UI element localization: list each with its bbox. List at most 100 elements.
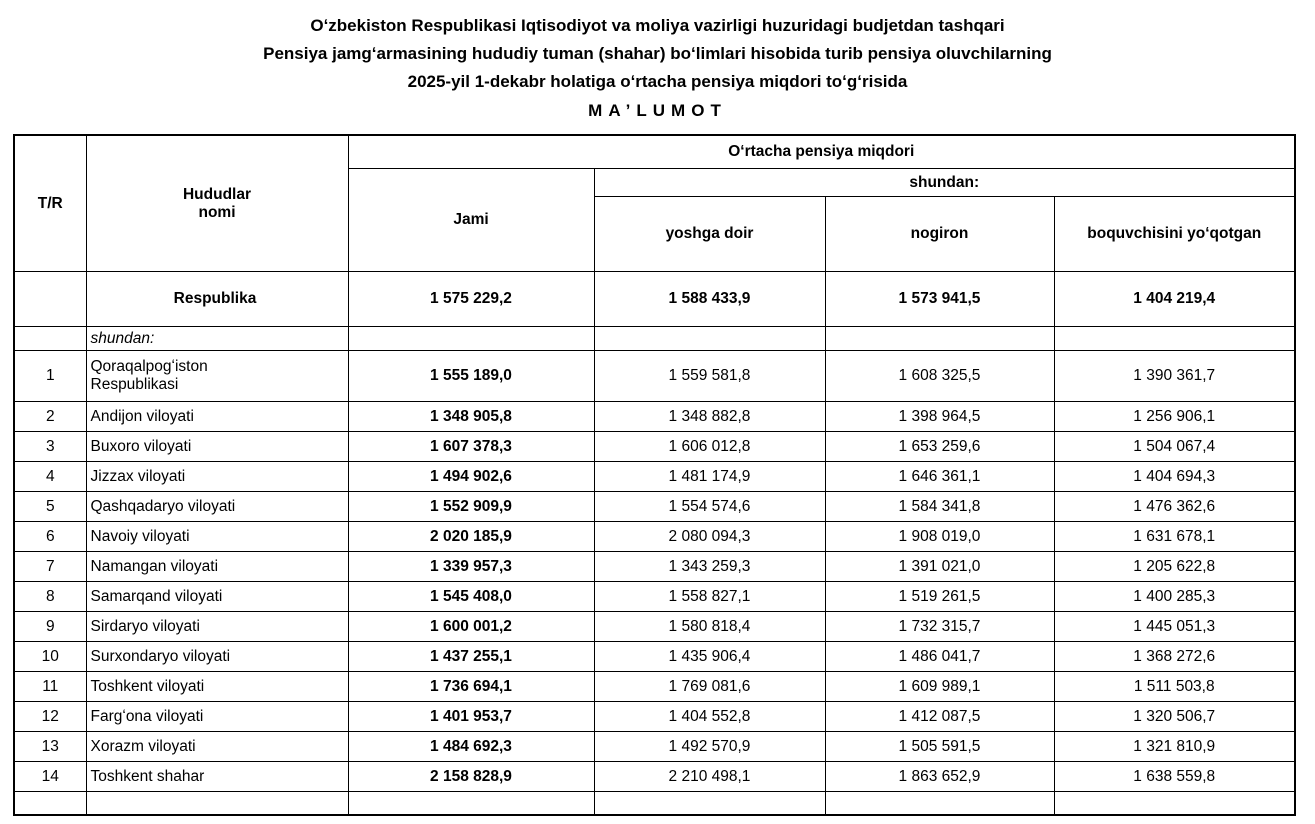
value-jami: 1 348 905,8 [347,401,595,432]
value-yoshga-doir: 1 481 174,9 [593,461,826,492]
row-number: 8 [13,581,87,612]
header-nogiron: nogiron [824,196,1055,272]
table-row-total: Respublika 1 575 229,2 1 588 433,9 1 573… [13,271,1296,327]
table-row: 13 Xorazm viloyati 1 484 692,3 1 492 570,9 1… [13,731,1296,762]
header-boquvchisini: boquvchisini yoʻqotgan [1053,196,1296,272]
regions-body: Respublika 1 575 229,2 1 588 433,9 1 573… [13,271,1296,816]
region-name: Qashqadaryo viloyati [85,491,349,522]
row-number: 7 [13,551,87,582]
empty-cell [347,326,595,351]
value-yoshga-doir: 1 492 570,9 [593,731,826,762]
table-row: 5 Qashqadaryo viloyati 1 552 909,9 1 554 57… [13,491,1296,522]
value-jami: 1 484 692,3 [347,731,595,762]
region-name: Toshkent shahar [85,761,349,792]
value-nogiron: 1 398 964,5 [824,401,1055,432]
row-number [13,791,87,816]
value-nogiron: 1 863 652,9 [824,761,1055,792]
header-tr: T/R [13,134,87,272]
row-number [13,326,87,351]
value-boquvchisini: 1 511 503,8 [1053,671,1296,702]
table-row-shundan-label: shundan: [13,326,1296,351]
value-nogiron: 1 732 315,7 [824,611,1055,642]
value-jami: 1 494 902,6 [347,461,595,492]
value-yoshga-doir: 1 580 818,4 [593,611,826,642]
value-jami: 1 339 957,3 [347,551,595,582]
title-line-1: Oʻzbekiston Respublikasi Iqtisodiyot va … [310,16,1005,35]
row-number: 9 [13,611,87,642]
table-row: 8 Samarqand viloyati 1 545 408,0 1 558 827,… [13,581,1296,612]
row-number: 1 [13,350,87,402]
value-jami: 1 600 001,2 [347,611,595,642]
value-nogiron: 1 584 341,8 [824,491,1055,522]
report-title: Oʻzbekiston Respublikasi Iqtisodiyot va … [0,0,1315,125]
region-name: Buxoro viloyati [85,431,349,462]
value-nogiron: 1 519 261,5 [824,581,1055,612]
table-row: 11 Toshkent viloyati 1 736 694,1 1 769 081,… [13,671,1296,702]
row-number: 14 [13,761,87,792]
value-jami: 1 545 408,0 [347,581,595,612]
value-boquvchisini: 1 368 272,6 [1053,641,1296,672]
value-yoshga-doir: 1 435 906,4 [593,641,826,672]
region-name: Navoiy viloyati [85,521,349,552]
value-boquvchisini: 1 445 051,3 [1053,611,1296,642]
row-number: 6 [13,521,87,552]
header-jami: Jami [347,168,595,272]
value-boquvchisini: 1 321 810,9 [1053,731,1296,762]
table-row: 1 Qoraqalpogʻiston Respublikasi 1 555 189,… [13,350,1296,402]
value-yoshga-doir: 2 080 094,3 [593,521,826,552]
value-jami [347,791,595,816]
table-row: 7 Namangan viloyati 1 339 957,3 1 343 259,3… [13,551,1296,582]
value-boquvchisini: 1 504 067,4 [1053,431,1296,462]
value-yoshga-doir: 1 554 574,6 [593,491,826,522]
value-jami: 1 607 378,3 [347,431,595,462]
value-nogiron: 1 653 259,6 [824,431,1055,462]
title-malumot: MA’LUMOT [588,101,727,120]
region-name: Xorazm viloyati [85,731,349,762]
value-yoshga-doir [593,791,826,816]
table-row: 6 Navoiy viloyati 2 020 185,9 2 080 094,3 1 … [13,521,1296,552]
value-jami: 1 552 909,9 [347,491,595,522]
header-group-average-pension: Oʻrtacha pensiya miqdori [347,134,1296,169]
value-boquvchisini: 1 205 622,8 [1053,551,1296,582]
value-jami: 1 437 255,1 [347,641,595,672]
empty-cell [1053,326,1296,351]
region-name: Samarqand viloyati [85,581,349,612]
header-region-name: Hududlar nomi [85,134,349,272]
value-yoshga-doir: 1 558 827,1 [593,581,826,612]
region-name [85,791,349,816]
value-boquvchisini: 1 631 678,1 [1053,521,1296,552]
title-line-2: Pensiya jamgʻarmasining hududiy tuman (s… [263,44,1052,63]
value-boquvchisini: 1 476 362,6 [1053,491,1296,522]
row-number: 3 [13,431,87,462]
table-row: 14 Toshkent shahar 2 158 828,9 2 210 498,1 1… [13,761,1296,792]
value-yoshga-doir: 1 559 581,8 [593,350,826,402]
row-number [13,271,87,327]
table-row: 12 Fargʻona viloyati 1 401 953,7 1 404 552,… [13,701,1296,732]
row-number: 5 [13,491,87,522]
table-row: 10 Surxondaryo viloyati 1 437 255,1 1 435 9… [13,641,1296,672]
value-jami: 1 575 229,2 [347,271,595,327]
title-line-3: 2025-yil 1-dekabr holatiga oʻrtacha pens… [407,72,908,91]
table-row: 4 Jizzax viloyati 1 494 902,6 1 481 174,9 1 … [13,461,1296,492]
value-nogiron: 1 391 021,0 [824,551,1055,582]
value-nogiron: 1 505 591,5 [824,731,1055,762]
table-row: 3 Buxoro viloyati 1 607 378,3 1 606 012,8 1 … [13,431,1296,462]
row-number: 11 [13,671,87,702]
table-row-cutoff [13,791,1296,816]
table-row: 9 Sirdaryo viloyati 1 600 001,2 1 580 818,4… [13,611,1296,642]
region-name: Toshkent viloyati [85,671,349,702]
value-boquvchisini: 1 390 361,7 [1053,350,1296,402]
region-name: Fargʻona viloyati [85,701,349,732]
region-name: Respublika [85,271,349,327]
value-jami: 1 736 694,1 [347,671,595,702]
value-nogiron: 1 412 087,5 [824,701,1055,732]
value-boquvchisini: 1 320 506,7 [1053,701,1296,732]
empty-cell [824,326,1055,351]
value-nogiron [824,791,1055,816]
value-nogiron: 1 608 325,5 [824,350,1055,402]
value-boquvchisini: 1 638 559,8 [1053,761,1296,792]
value-nogiron: 1 573 941,5 [824,271,1055,327]
value-boquvchisini [1053,791,1296,816]
header-yoshga-doir: yoshga doir [593,196,826,272]
value-nogiron: 1 609 989,1 [824,671,1055,702]
